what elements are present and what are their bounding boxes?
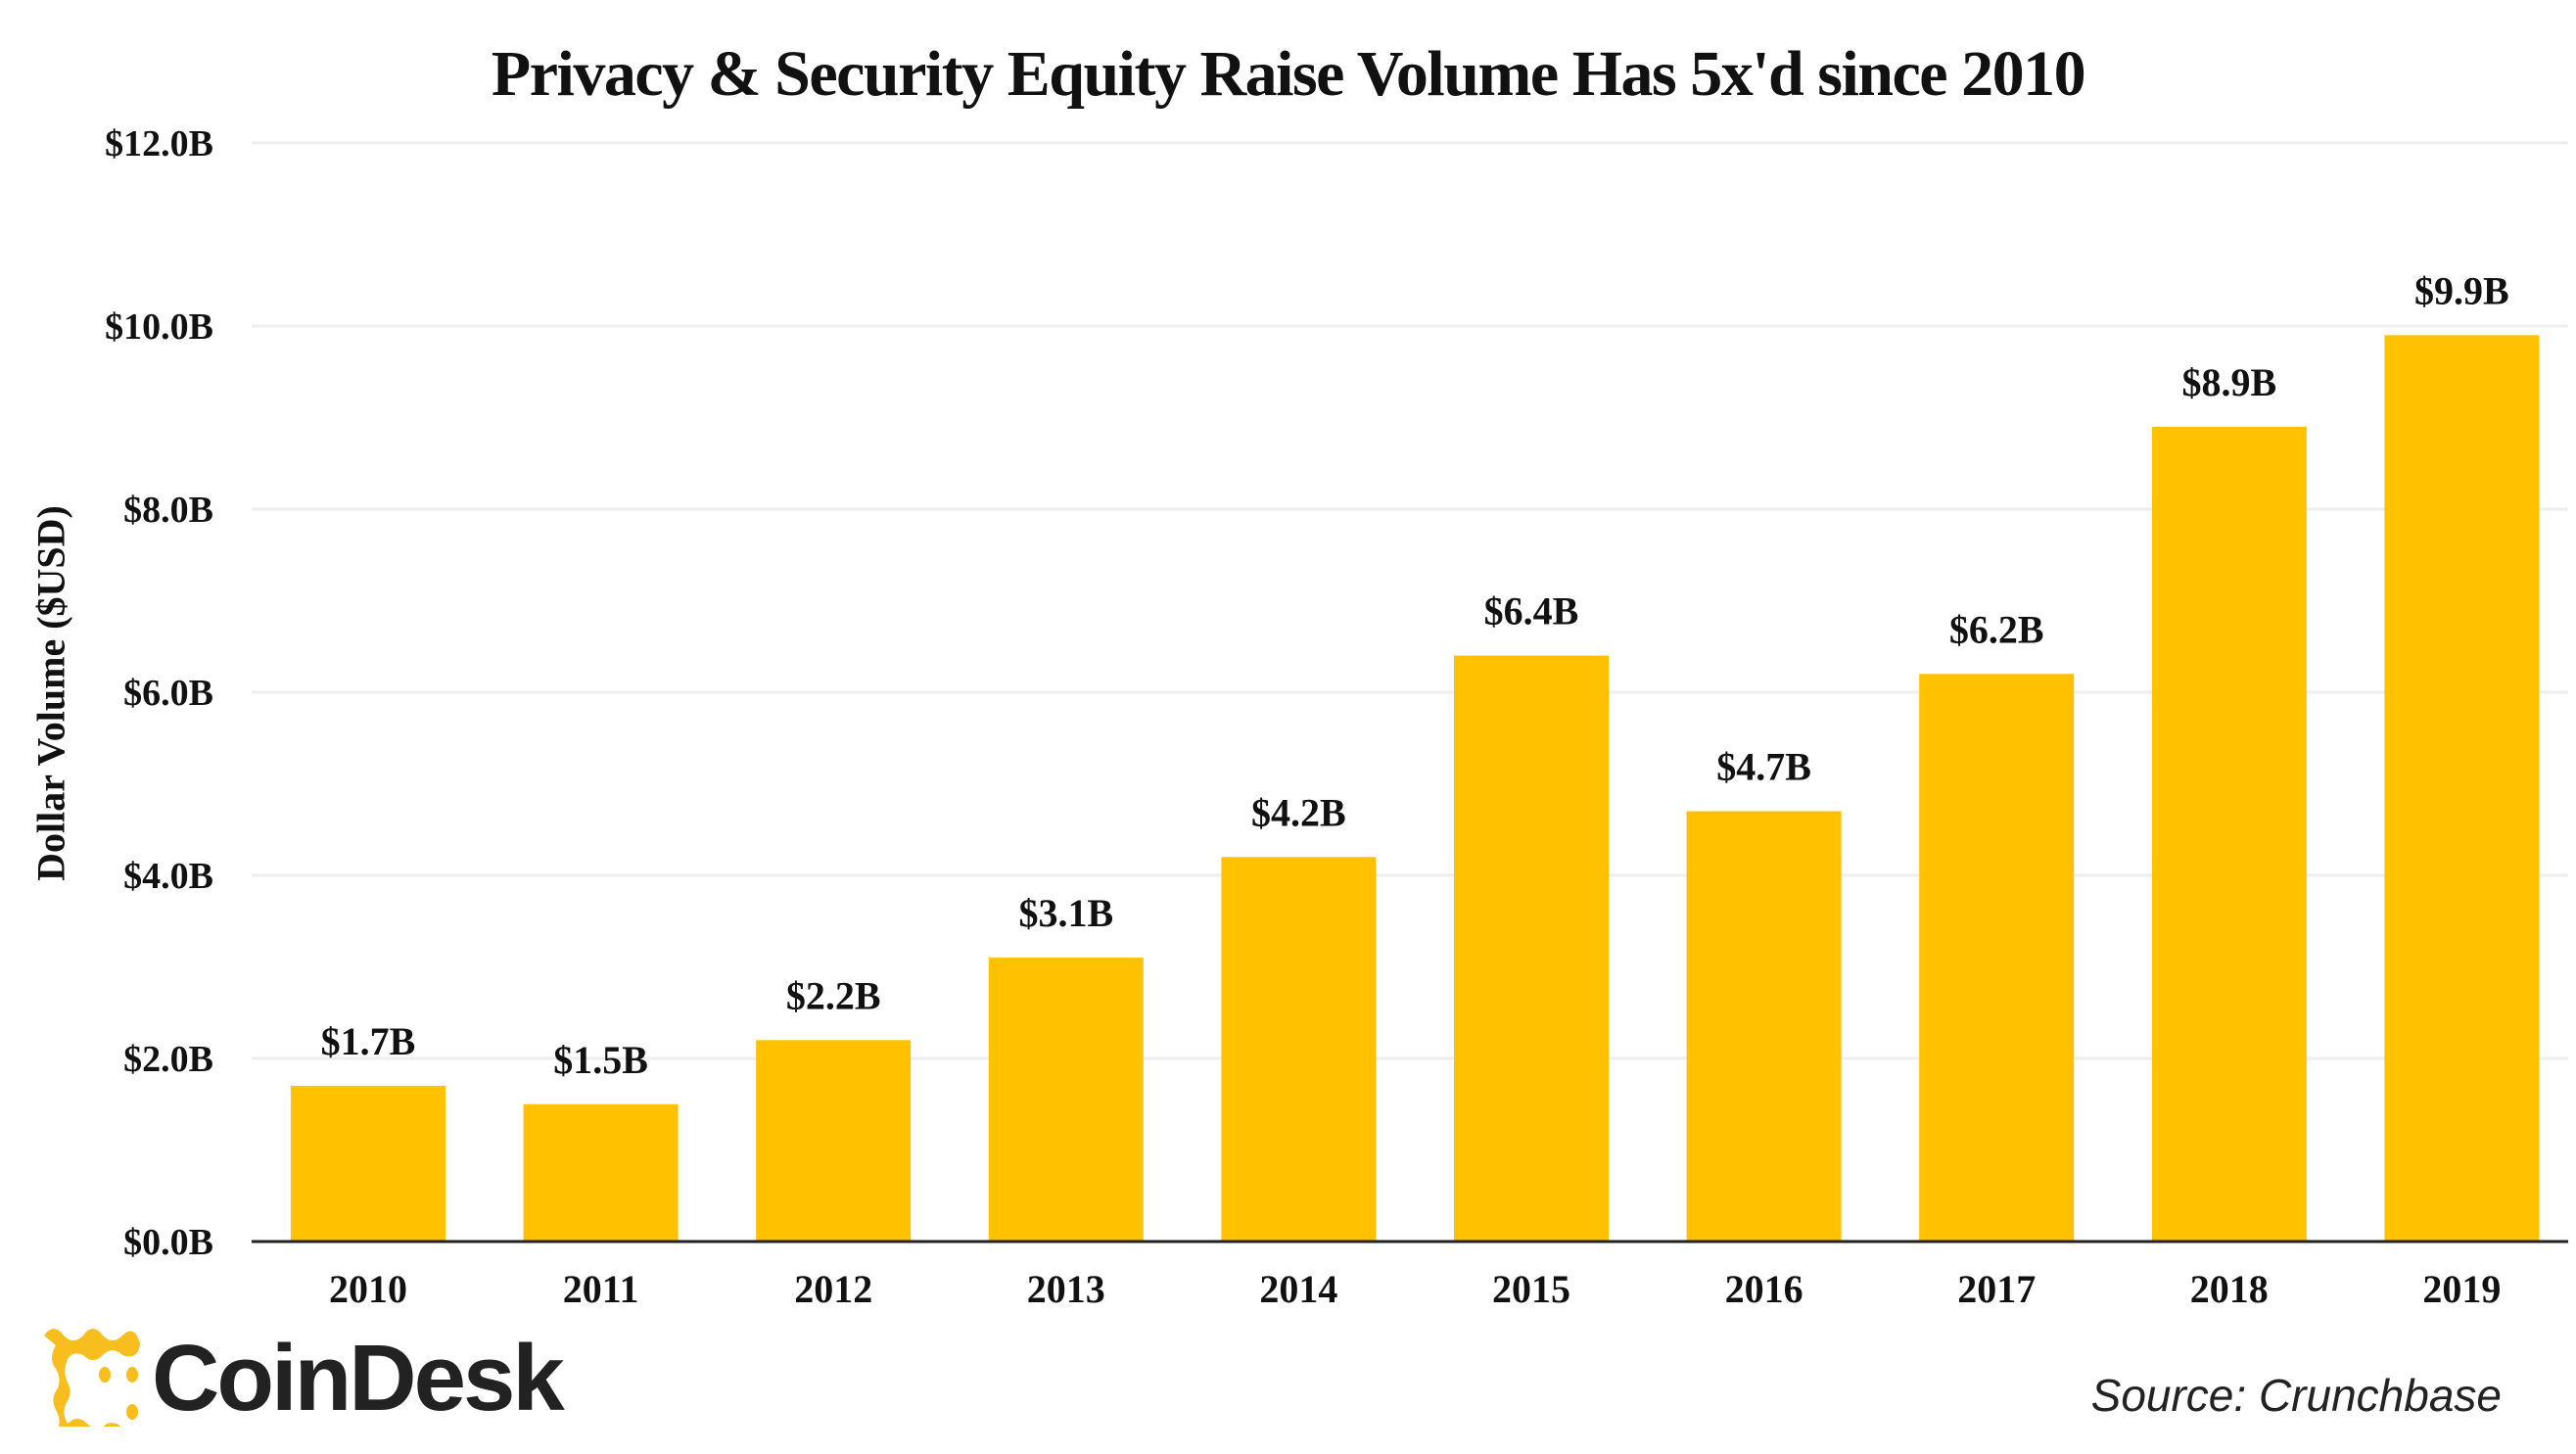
y-tick-label: $6.0B <box>123 673 213 714</box>
coindesk-logo: CoinDesk <box>36 1324 624 1454</box>
data-label-2017: $6.2B <box>1949 607 2044 651</box>
y-tick-label: $0.0B <box>123 1222 213 1263</box>
bar-2012 <box>756 1040 912 1242</box>
y-tick-label: $2.0B <box>123 1039 213 1080</box>
data-label-2018: $8.9B <box>2181 360 2276 404</box>
x-tick-label-2019: 2019 <box>2422 1267 2501 1311</box>
y-tick-label: $12.0B <box>105 123 213 164</box>
y-tick-label: $8.0B <box>123 490 213 531</box>
bar-2010 <box>291 1086 445 1242</box>
x-tick-label-2014: 2014 <box>1259 1267 1337 1311</box>
data-label-2015: $6.4B <box>1484 589 1579 633</box>
data-label-2014: $4.2B <box>1251 790 1346 834</box>
data-label-2011: $1.5B <box>553 1038 648 1082</box>
bar-2017 <box>1919 674 2075 1242</box>
bar-2011 <box>523 1103 679 1242</box>
bar-2014 <box>1221 857 1377 1242</box>
bar-2016 <box>1686 811 1842 1242</box>
data-label-2013: $3.1B <box>1018 891 1113 935</box>
x-tick-label-2012: 2012 <box>794 1267 872 1311</box>
bar-2015 <box>1454 655 1609 1242</box>
x-tick-label-2013: 2013 <box>1027 1267 1105 1311</box>
x-tick-label-2017: 2017 <box>1957 1267 2036 1311</box>
bar-2013 <box>988 958 1144 1242</box>
x-tick-label-2011: 2011 <box>563 1267 639 1311</box>
chart-title: Privacy & Security Equity Raise Volume H… <box>491 38 2086 110</box>
data-label-2019: $9.9B <box>2414 268 2509 312</box>
x-tick-label-2015: 2015 <box>1492 1267 1570 1311</box>
bar-2019 <box>2384 335 2540 1243</box>
data-label-2010: $1.7B <box>321 1019 416 1063</box>
bar-2018 <box>2151 426 2307 1243</box>
x-tick-label-2016: 2016 <box>1725 1267 1803 1311</box>
source-note: Source: Crunchbase <box>2090 1370 2502 1421</box>
logo-text: CoinDesk <box>152 1326 565 1427</box>
data-label-2016: $4.7B <box>1716 745 1811 789</box>
x-tick-label-2018: 2018 <box>2190 1267 2269 1311</box>
y-tick-label: $10.0B <box>105 306 213 348</box>
y-tick-label: $4.0B <box>123 856 213 897</box>
data-label-2012: $2.2B <box>786 973 881 1017</box>
x-tick-label-2010: 2010 <box>329 1267 407 1311</box>
coindesk-logo-icon: CoinDesk <box>44 1326 568 1454</box>
